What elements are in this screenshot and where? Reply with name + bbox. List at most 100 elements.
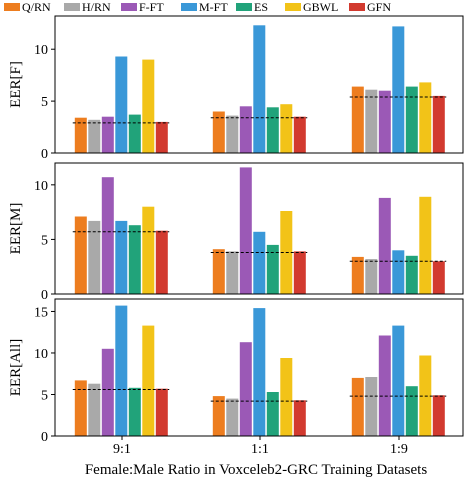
panel-2: 0 5 10 EER[M]: [8, 162, 464, 303]
bar-m-ft-1to1: [253, 231, 266, 294]
bar-gfn-9to1: [155, 230, 168, 294]
bar-h-rn-1to9: [365, 377, 378, 436]
legend-swatch-es: [236, 3, 252, 11]
bar-gbwl-1to9: [419, 82, 432, 153]
y-tick-label: 10: [34, 179, 48, 194]
y-axis-label: EER[F]: [8, 61, 24, 108]
legend-label-gbwl: GBWL: [303, 0, 338, 14]
bar-q-rn-9to1: [74, 380, 87, 436]
bar-q-rn-1to9: [351, 86, 364, 153]
bar-es-1to1: [266, 244, 279, 294]
bar-m-ft-9to1: [115, 305, 128, 436]
bar-h-rn-9to1: [88, 383, 101, 436]
bar-es-9to1: [128, 387, 141, 436]
x-axis-ticks: 9:1 1:1 1:9: [113, 436, 408, 457]
bar-m-ft-1to9: [392, 26, 405, 153]
bar-f-ft-9to1: [101, 177, 114, 294]
y-tick-label: 10: [34, 347, 48, 362]
bar-es-1to1: [266, 392, 279, 436]
bar-m-ft-9to1: [115, 220, 128, 294]
y-tick-label: 5: [41, 388, 48, 403]
bar-h-rn-1to1: [226, 398, 239, 436]
bar-es-1to9: [405, 255, 418, 294]
bar-gfn-1to9: [432, 395, 445, 436]
bar-gfn-9to1: [155, 121, 168, 153]
y-tick-label: 5: [41, 233, 48, 248]
panel-1: 0 5 10 EER[F]: [8, 15, 464, 162]
bar-gbwl-9to1: [142, 325, 155, 436]
bar-gfn-1to1: [293, 116, 306, 153]
bar-h-rn-1to1: [226, 251, 239, 294]
x-tick-label: 1:1: [251, 442, 269, 457]
bar-f-ft-1to9: [378, 90, 391, 153]
y-tick-label: 0: [41, 147, 48, 162]
legend-label-gfn: GFN: [367, 0, 391, 14]
chart-panels: 0 5 10 EER[F] 0 5 10 EER[M] 0 5 10 15 EER[All]: [8, 15, 464, 445]
x-tick-label: 9:1: [113, 442, 131, 457]
bar-m-ft-1to1: [253, 308, 266, 436]
legend: Q/RN H/RN F-FT M-FT ES GBWL GFN: [4, 0, 391, 14]
legend-swatch-f-ft: [121, 3, 137, 11]
panel-frame: [54, 15, 464, 154]
bar-h-rn-1to1: [226, 115, 239, 153]
bar-h-rn-1to9: [365, 259, 378, 294]
legend-label-es: ES: [254, 0, 268, 14]
bar-h-rn-9to1: [88, 220, 101, 294]
legend-swatch-gfn: [349, 3, 365, 11]
y-tick-label: 0: [41, 288, 48, 303]
bar-gbwl-1to1: [280, 358, 293, 436]
y-tick-label: 15: [34, 305, 48, 320]
bar-q-rn-1to1: [212, 111, 225, 153]
legend-swatch-h-rn: [64, 3, 80, 11]
y-axis-label: EER[M]: [8, 203, 24, 255]
bar-m-ft-1to9: [392, 325, 405, 436]
bar-m-ft-1to1: [253, 25, 266, 153]
bar-f-ft-1to9: [378, 335, 391, 436]
panel-frame: [54, 298, 464, 437]
bar-gfn-1to1: [293, 251, 306, 294]
bar-es-1to1: [266, 107, 279, 153]
bar-gbwl-1to1: [280, 104, 293, 153]
bar-h-rn-1to9: [365, 89, 378, 153]
bar-es-1to9: [405, 386, 418, 436]
bar-f-ft-9to1: [101, 348, 114, 436]
y-axis-label: EER[All]: [8, 339, 24, 397]
bar-f-ft-1to9: [378, 197, 391, 294]
bar-gfn-1to1: [293, 400, 306, 436]
bar-gbwl-9to1: [142, 59, 155, 153]
panel-3: 0 5 10 15 EER[All]: [8, 298, 464, 445]
legend-label-f-ft: F-FT: [139, 0, 164, 14]
bar-f-ft-9to1: [101, 116, 114, 153]
bar-m-ft-9to1: [115, 56, 128, 153]
legend-swatch-q-rn: [4, 3, 20, 11]
bar-gfn-9to1: [155, 388, 168, 436]
bar-m-ft-1to9: [392, 250, 405, 294]
y-tick-label: 5: [41, 95, 48, 110]
bar-es-9to1: [128, 225, 141, 294]
bar-es-9to1: [128, 114, 141, 153]
bar-f-ft-1to1: [239, 106, 252, 153]
legend-swatch-gbwl: [285, 3, 301, 11]
bar-q-rn-1to1: [212, 249, 225, 294]
bar-q-rn-9to1: [74, 216, 87, 294]
legend-label-h-rn: H/RN: [82, 0, 111, 14]
bar-gbwl-9to1: [142, 206, 155, 294]
x-axis-label: Female:Male Ratio in Voxceleb2-GRC Train…: [85, 462, 427, 478]
y-tick-label: 10: [34, 43, 48, 58]
legend-label-q-rn: Q/RN: [22, 0, 51, 14]
bar-h-rn-9to1: [88, 119, 101, 153]
y-tick-label: 0: [41, 430, 48, 445]
bar-es-1to9: [405, 86, 418, 153]
panel-frame: [54, 162, 464, 295]
bar-gfn-1to9: [432, 95, 445, 153]
bar-f-ft-1to1: [239, 167, 252, 294]
x-tick-label: 1:9: [390, 442, 408, 457]
bar-q-rn-1to9: [351, 256, 364, 294]
legend-swatch-m-ft: [181, 3, 197, 11]
bar-q-rn-1to1: [212, 396, 225, 436]
bar-q-rn-9to1: [74, 117, 87, 153]
bar-gfn-1to9: [432, 261, 445, 295]
bar-gbwl-1to9: [419, 196, 432, 294]
bar-q-rn-1to9: [351, 377, 364, 436]
